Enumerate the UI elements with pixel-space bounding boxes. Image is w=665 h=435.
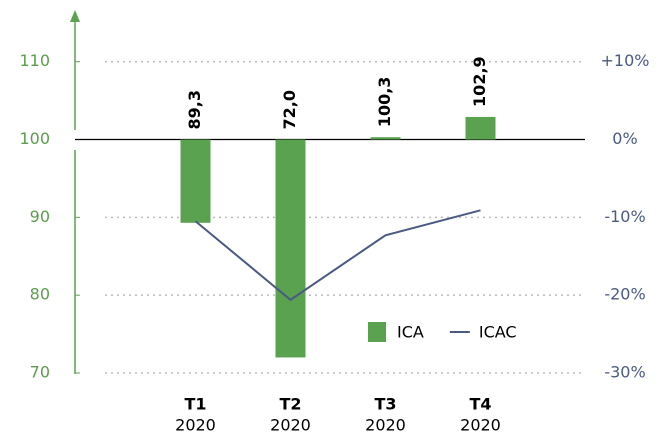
bar (465, 116, 496, 140)
data-label: 89,3 (185, 90, 204, 129)
data-label: 100,3 (375, 77, 394, 128)
bar (180, 139, 211, 223)
x-tick-label: T1 (184, 395, 206, 414)
y2-tick-label: 0% (612, 129, 637, 148)
y-tick-label: 100 (19, 129, 50, 148)
data-label: 72,0 (280, 90, 299, 129)
y-tick-label: 80 (30, 285, 50, 304)
x-tick-label: 2020 (365, 416, 406, 435)
legend-label: ICAC (479, 323, 517, 342)
y-axis-arrow (70, 10, 80, 22)
y-tick-label: 110 (19, 51, 50, 70)
line (194, 209, 481, 302)
x-tick-label: T4 (469, 395, 491, 414)
x-tick-label: 2020 (175, 416, 216, 435)
x-tick-label: 2020 (460, 416, 501, 435)
y2-tick-label: +10% (601, 51, 650, 70)
x-tick-label: 2020 (270, 416, 311, 435)
y2-tick-label: -30% (604, 363, 645, 382)
y-tick-label: 90 (30, 207, 50, 226)
y-tick-label: 70 (30, 363, 50, 382)
x-tick-label: T3 (374, 395, 396, 414)
x-tick-label: T2 (279, 395, 301, 414)
bar (275, 139, 306, 358)
y2-tick-label: -10% (604, 207, 645, 226)
bar (370, 137, 401, 140)
y2-tick-label: -20% (604, 285, 645, 304)
legend-swatch (368, 322, 386, 342)
legend-label: ICA (397, 323, 424, 342)
data-label: 102,9 (470, 56, 489, 107)
